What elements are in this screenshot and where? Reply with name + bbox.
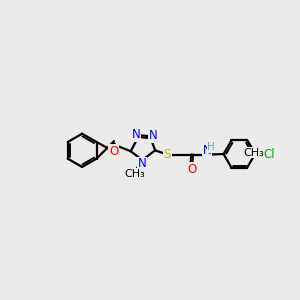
Text: O: O bbox=[109, 145, 118, 158]
Text: O: O bbox=[187, 163, 196, 176]
Text: Cl: Cl bbox=[264, 148, 275, 160]
Text: N: N bbox=[148, 129, 157, 142]
Text: CH₃: CH₃ bbox=[243, 148, 264, 158]
Text: N: N bbox=[132, 128, 140, 141]
Text: N: N bbox=[202, 144, 211, 157]
Text: H: H bbox=[207, 142, 215, 152]
Text: N: N bbox=[137, 157, 146, 170]
Text: S: S bbox=[164, 148, 171, 161]
Text: CH₃: CH₃ bbox=[124, 169, 145, 179]
